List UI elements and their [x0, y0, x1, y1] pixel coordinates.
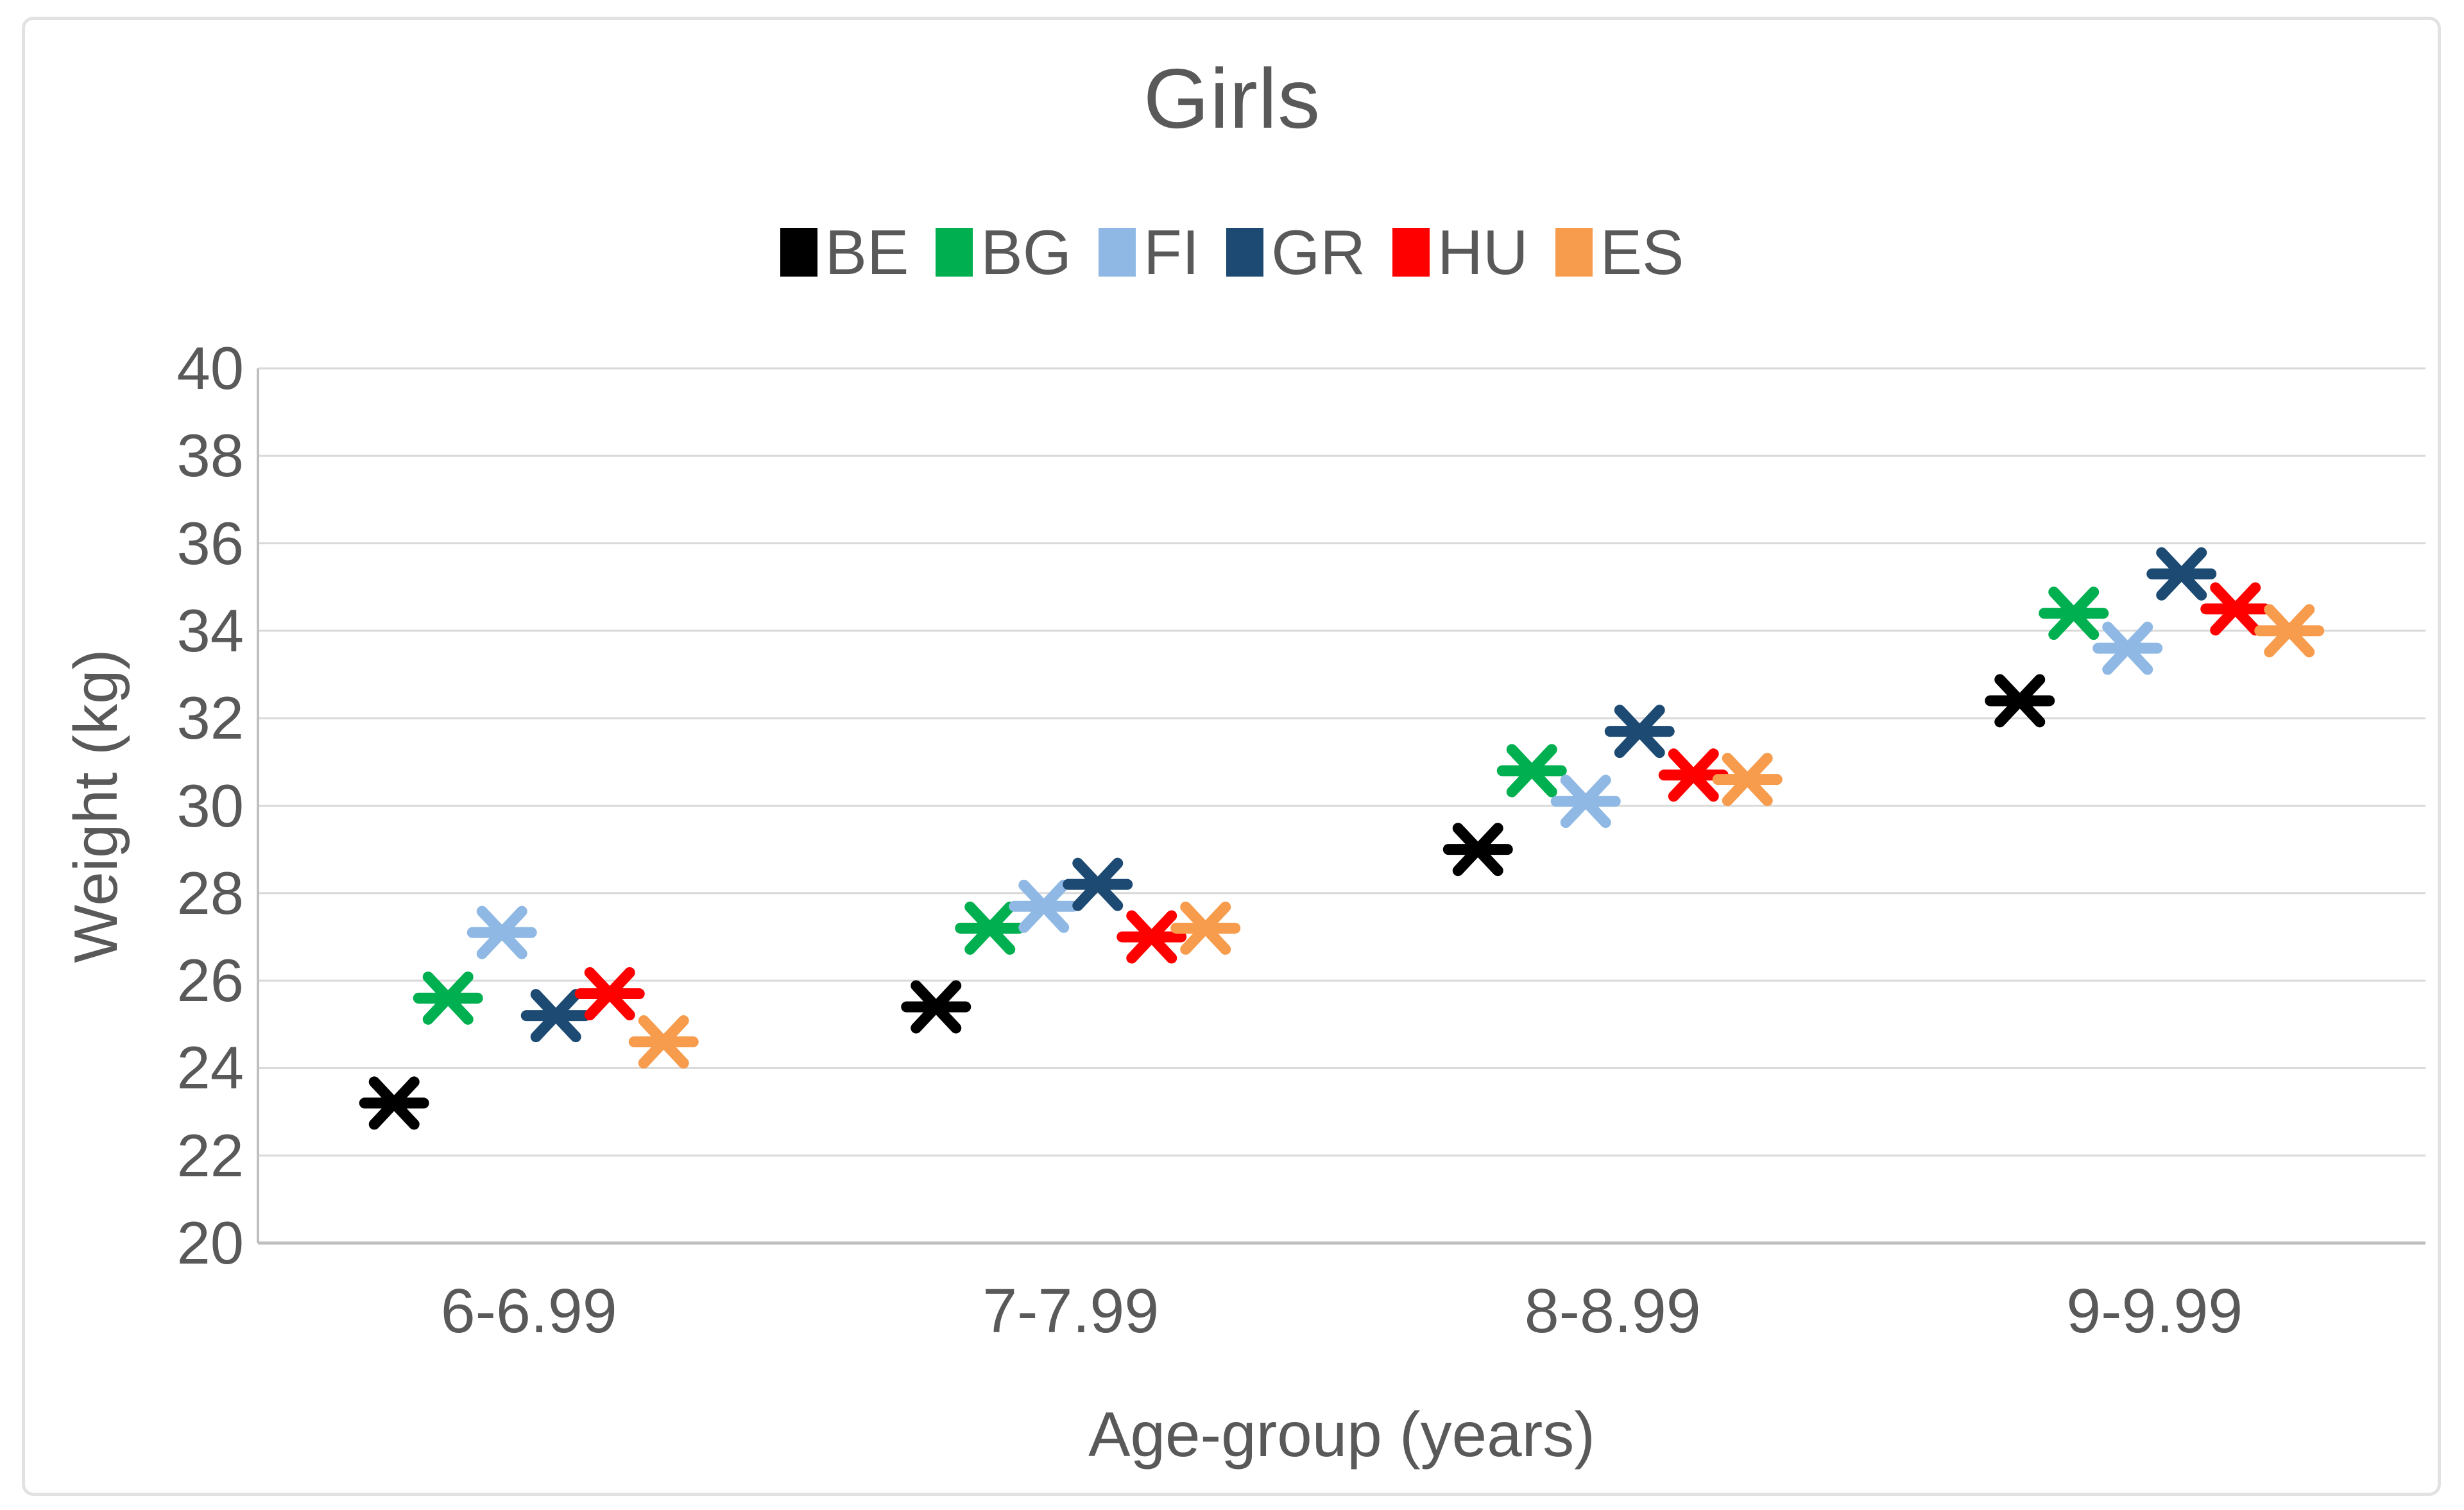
marker-GR-8-8.99: [1604, 705, 1675, 759]
x-axis-title: Age-group (years): [1088, 1399, 1595, 1470]
y-tick-label-28: 28: [176, 859, 244, 927]
marker-HU-7-7.99: [1116, 910, 1187, 964]
legend: BE BG FI GR HU ES: [0, 204, 2464, 300]
marker-BE-6-6.99: [359, 1076, 429, 1130]
legend-label-BE: BE: [825, 216, 909, 287]
marker-HU-9-9.99: [2200, 582, 2271, 636]
legend-swatch-BE: [780, 228, 817, 277]
marker-FI-8-8.99: [1550, 775, 1621, 828]
legend-swatch-ES: [1555, 228, 1593, 277]
y-tick-label-20: 20: [176, 1209, 244, 1276]
legend-swatch-HU: [1392, 228, 1430, 277]
marker-BG-6-6.99: [413, 971, 483, 1025]
legend-label-GR: GR: [1271, 216, 1366, 287]
y-tick-label-30: 30: [176, 771, 244, 839]
y-tick-label-24: 24: [176, 1034, 244, 1102]
marker-FI-6-6.99: [466, 905, 537, 959]
marker-FI-9-9.99: [2092, 621, 2163, 675]
marker-BE-8-8.99: [1442, 823, 1513, 877]
marker-BG-7-7.99: [955, 901, 1025, 955]
y-tick-label-34: 34: [176, 596, 244, 664]
y-tick-label-22: 22: [176, 1121, 244, 1189]
y-tick-label-38: 38: [176, 422, 244, 490]
marker-ES-6-6.99: [628, 1015, 699, 1069]
y-tick-label-32: 32: [176, 684, 244, 752]
marker-BE-7-7.99: [901, 980, 971, 1034]
legend-swatch-BG: [936, 228, 973, 277]
x-tick-label-7-7.99: 7-7.99: [982, 1276, 1159, 1346]
y-axis-title: Weight (kg): [62, 649, 130, 963]
x-tick-label-8-8.99: 8-8.99: [1524, 1276, 1701, 1346]
marker-GR-7-7.99: [1063, 857, 1133, 911]
y-tick-label-26: 26: [176, 947, 244, 1015]
y-tick-label-36: 36: [176, 509, 244, 577]
legend-item-BE: BE: [780, 216, 909, 289]
marker-FI-7-7.99: [1009, 879, 1079, 933]
legend-label-ES: ES: [1600, 216, 1684, 287]
x-tick-label-6-6.99: 6-6.99: [440, 1276, 617, 1346]
legend-item-GR: GR: [1226, 216, 1365, 289]
marker-HU-6-6.99: [574, 967, 645, 1021]
marker-GR-9-9.99: [2146, 547, 2217, 601]
legend-item-ES: ES: [1555, 216, 1684, 289]
legend-label-BG: BG: [980, 216, 1072, 287]
marker-GR-6-6.99: [520, 989, 591, 1043]
marker-ES-9-9.99: [2254, 604, 2325, 658]
marker-BG-9-9.99: [2039, 587, 2109, 640]
x-tick-label-9-9.99: 9-9.99: [2066, 1276, 2243, 1346]
legend-swatch-FI: [1098, 228, 1136, 277]
chart-title: Girls: [1143, 51, 1321, 146]
legend-item-HU: HU: [1392, 216, 1528, 289]
legend-item-FI: FI: [1098, 216, 1200, 289]
marker-BG-8-8.99: [1496, 744, 1567, 798]
y-tick-label-40: 40: [176, 334, 244, 402]
marker-ES-7-7.99: [1170, 901, 1241, 955]
marker-BE-9-9.99: [1985, 674, 2055, 728]
marker-ES-8-8.99: [1712, 753, 1783, 807]
legend-label-HU: HU: [1437, 216, 1528, 287]
marker-HU-8-8.99: [1658, 748, 1729, 802]
legend-swatch-GR: [1226, 228, 1264, 277]
legend-label-FI: FI: [1143, 216, 1200, 287]
legend-item-BG: BG: [936, 216, 1072, 289]
